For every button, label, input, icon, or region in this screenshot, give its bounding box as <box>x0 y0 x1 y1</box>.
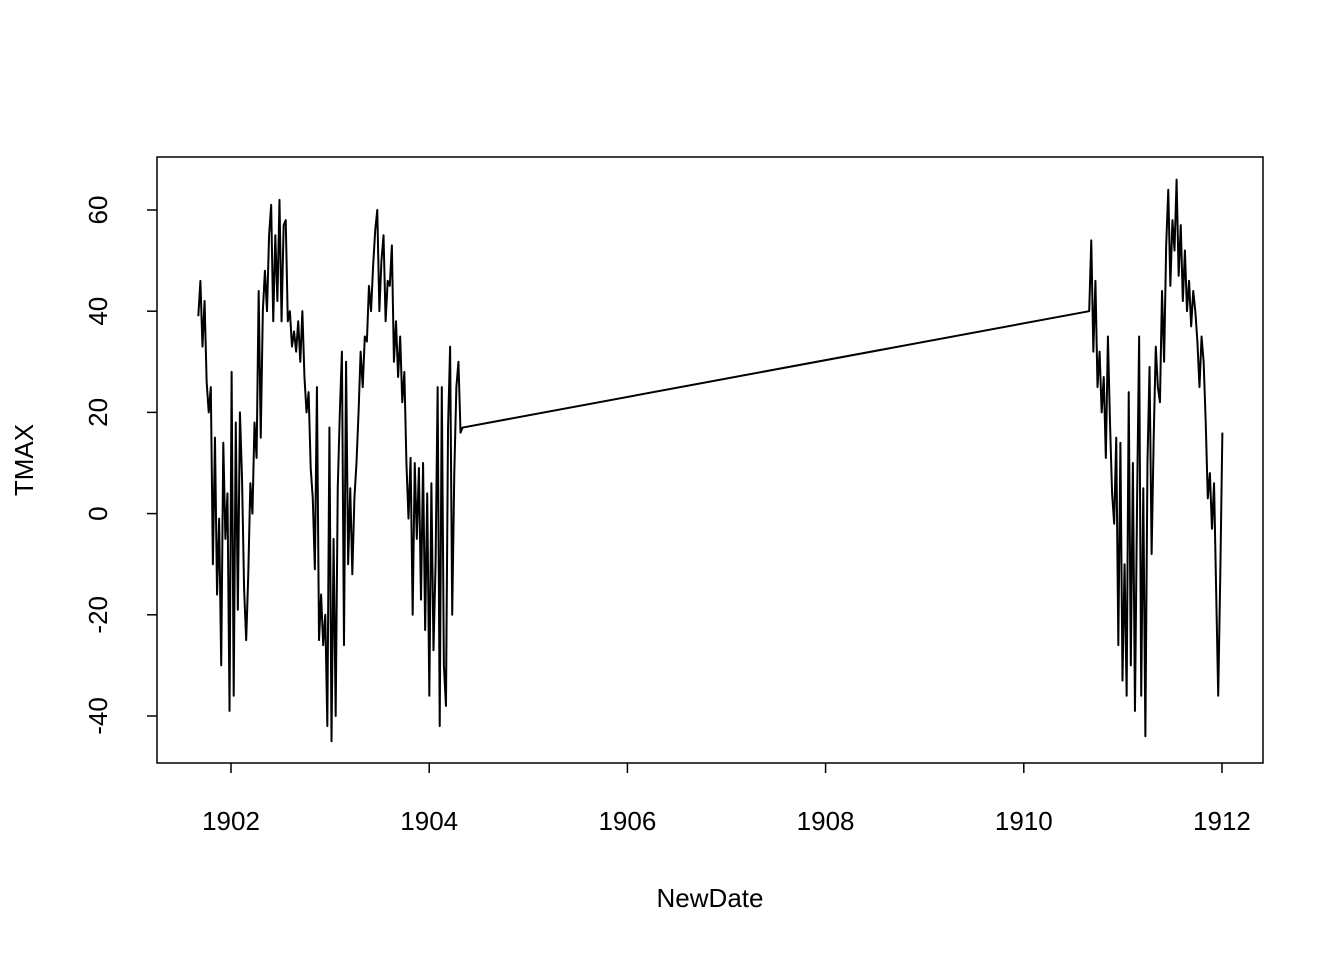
x-tick-label: 1906 <box>598 806 656 836</box>
plot-frame <box>156 156 1264 764</box>
x-tick-label: 1910 <box>995 806 1053 836</box>
y-tick-label: -40 <box>83 697 113 735</box>
x-tick-label: 1904 <box>400 806 458 836</box>
y-tick-label: 0 <box>83 506 113 520</box>
x-tick-label: 1912 <box>1193 806 1251 836</box>
x-tick-label: 1902 <box>202 806 260 836</box>
data-line <box>197 178 1224 743</box>
y-axis-label: TMAX <box>9 424 39 496</box>
y-tick-label: 60 <box>83 196 113 225</box>
x-tick-label: 1908 <box>797 806 855 836</box>
x-axis-label: NewDate <box>657 883 764 913</box>
y-tick-label: 40 <box>83 297 113 326</box>
y-tick-label: 20 <box>83 398 113 427</box>
y-tick-label: -20 <box>83 596 113 634</box>
